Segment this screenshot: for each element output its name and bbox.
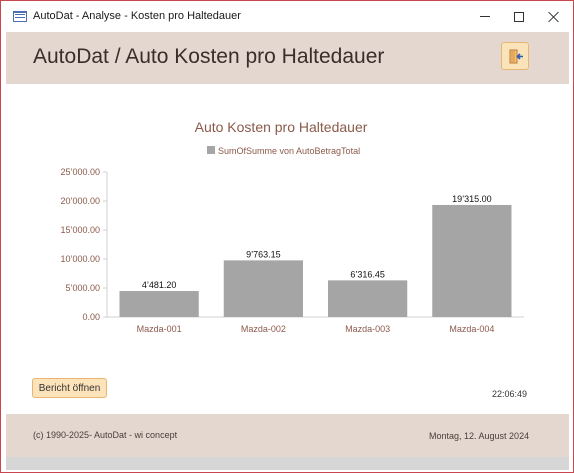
data-label: 4’481.20 [142, 280, 177, 290]
x-tick-label: Mazda-004 [449, 324, 494, 334]
maximize-icon [514, 11, 524, 22]
close-button[interactable] [536, 1, 572, 32]
window-title: AutoDat - Analyse - Kosten pro Haltedaue… [33, 10, 241, 22]
data-label: 9’763.15 [246, 249, 281, 259]
maximize-button[interactable] [501, 1, 537, 32]
x-tick-label: Mazda-003 [345, 324, 390, 334]
bar [432, 204, 512, 317]
page-title: AutoDat / Auto Kosten pro Haltedauer [33, 45, 385, 68]
bar-chart: Auto Kosten pro Haltedauer SumOfSumme vo… [60, 119, 524, 334]
data-label: 19’315.00 [452, 194, 492, 204]
form-icon [13, 11, 27, 22]
x-tick-label: Mazda-002 [241, 324, 286, 334]
exit-door-icon [509, 49, 523, 64]
y-tick-label: 15’000.00 [60, 225, 100, 235]
exit-button[interactable] [501, 42, 529, 70]
open-report-button[interactable]: Bericht öffnen [32, 378, 107, 398]
chart-title: Auto Kosten pro Haltedauer [195, 119, 368, 135]
chart-panel: Auto Kosten pro Haltedauer SumOfSumme vo… [6, 84, 569, 414]
bar [223, 260, 303, 317]
time-label: 22:06:49 [492, 389, 528, 399]
minimize-button[interactable] [467, 1, 503, 32]
copyright-text: (c) 1990-2025- AutoDat - wi concept [33, 430, 178, 440]
legend-swatch [207, 146, 215, 154]
minimize-icon [480, 16, 490, 17]
date-text: Montag, 12. August 2024 [429, 431, 530, 441]
status-bar [6, 457, 569, 470]
y-tick-label: 0.00 [82, 312, 100, 322]
legend-label: SumOfSumme von AutoBetragTotal [218, 146, 360, 156]
y-tick-label: 25’000.00 [60, 167, 100, 177]
y-tick-label: 10’000.00 [60, 254, 100, 264]
y-tick-label: 20’000.00 [60, 196, 100, 206]
data-label: 6’316.45 [350, 269, 385, 279]
y-tick-label: 5’000.00 [65, 283, 100, 293]
form-header: AutoDat / Auto Kosten pro Haltedauer [6, 32, 569, 84]
x-tick-label: Mazda-001 [137, 324, 182, 334]
chart-legend: SumOfSumme von AutoBetragTotal [207, 146, 360, 156]
title-bar: AutoDat - Analyse - Kosten pro Haltedaue… [1, 1, 573, 32]
close-icon [548, 11, 560, 23]
bar [328, 280, 408, 317]
form-footer: (c) 1990-2025- AutoDat - wi concept Mont… [6, 414, 569, 457]
bar [119, 291, 199, 317]
